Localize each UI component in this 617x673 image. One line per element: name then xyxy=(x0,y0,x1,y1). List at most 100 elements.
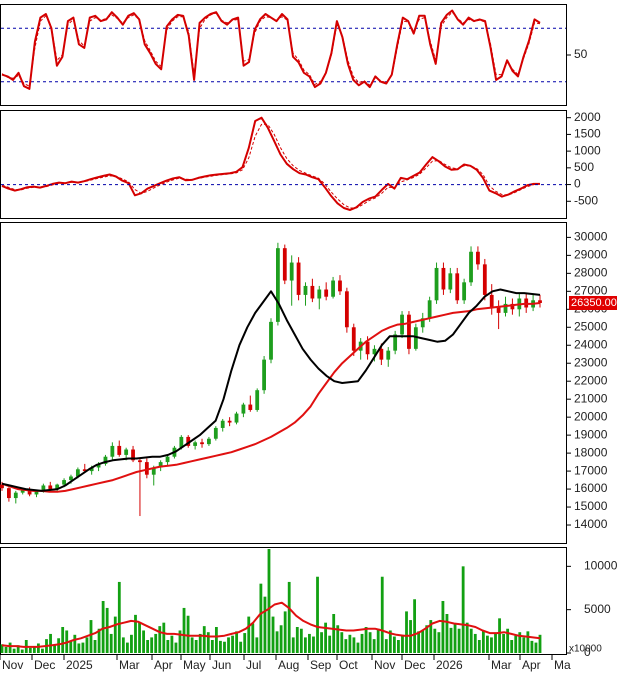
price-tick-label: 25000 xyxy=(574,319,608,333)
volume-bar xyxy=(57,638,61,653)
candle-body xyxy=(310,285,315,299)
candle-body xyxy=(331,280,335,297)
x-tick-label: Ma xyxy=(554,658,571,672)
volume-bar xyxy=(20,649,24,653)
candle-body xyxy=(158,462,163,468)
volume-bar xyxy=(4,646,8,653)
volume-bar xyxy=(538,634,542,653)
stochastic-panel-frame xyxy=(0,4,567,106)
volume-bar xyxy=(473,633,477,653)
volume-bar xyxy=(178,630,182,653)
volume-bar xyxy=(469,628,473,653)
candle-body xyxy=(482,264,487,295)
price-tick-label: 16000 xyxy=(574,481,608,495)
volume-bar xyxy=(465,622,469,653)
candle-body xyxy=(103,456,108,464)
price-tick-label: 18000 xyxy=(574,445,608,459)
volume-bar xyxy=(316,576,319,653)
price-tick-label: 20000 xyxy=(574,409,608,423)
volume-bar xyxy=(32,646,36,653)
volume-bar xyxy=(109,633,113,653)
candle-body xyxy=(538,300,542,303)
candle-body xyxy=(213,427,218,439)
price-tick-label: 29000 xyxy=(574,248,608,262)
x-tick-label: Dec xyxy=(404,658,425,672)
x-tick-label: Jun xyxy=(212,658,231,672)
volume-bar xyxy=(227,637,230,653)
volume-bar xyxy=(150,637,154,653)
volume-bar xyxy=(146,640,150,653)
volume-bar xyxy=(360,633,364,653)
volume-bar xyxy=(441,601,445,653)
volume-bar xyxy=(291,637,295,653)
candle-body xyxy=(55,484,60,490)
volume-bar xyxy=(259,583,263,653)
volume-bar xyxy=(348,634,352,653)
volume-bar xyxy=(384,639,388,653)
candle-body xyxy=(20,489,25,493)
volume-bar xyxy=(461,566,465,653)
price-tick-label: 27000 xyxy=(574,283,608,297)
candle-body xyxy=(496,307,501,313)
x-tick-label: Apr xyxy=(154,658,173,672)
volume-bar xyxy=(174,642,178,653)
last-price-tag xyxy=(569,296,617,310)
volume-bar xyxy=(105,607,109,653)
volume-ma-line xyxy=(1,601,541,648)
volume-bar xyxy=(134,614,137,653)
volume-bar xyxy=(518,632,522,653)
volume-bar xyxy=(437,632,441,653)
volume-bar xyxy=(477,640,481,653)
volume-bar xyxy=(235,631,239,653)
volume-bar xyxy=(182,607,186,653)
stochastic-series-layer xyxy=(1,9,566,90)
volume-panel-frame xyxy=(0,547,567,655)
volume-bar xyxy=(125,642,129,653)
volume-bar xyxy=(117,581,121,653)
candle-body xyxy=(207,438,211,445)
volume-bar xyxy=(219,640,222,653)
volume-bar xyxy=(194,640,198,653)
macd-tick-label: 1500 xyxy=(574,127,601,141)
volume-bar xyxy=(243,633,247,653)
volume-bar xyxy=(97,628,101,653)
volume-bar xyxy=(93,640,97,653)
volume-bar xyxy=(486,635,489,653)
candle-body xyxy=(41,485,46,491)
macd-panel-frame xyxy=(0,110,567,219)
volume-bar xyxy=(380,576,384,653)
axis-labels-layer: 502000150010005000-500300002900028000270… xyxy=(0,47,617,672)
macd-tick-label: 2000 xyxy=(574,110,601,124)
volume-bar xyxy=(392,636,396,653)
candle-body xyxy=(89,467,94,472)
candle-body xyxy=(227,420,232,423)
candle-body xyxy=(241,404,246,414)
volume-bar xyxy=(12,648,16,653)
candle-body xyxy=(434,267,439,301)
price-tick-label: 14000 xyxy=(574,517,608,531)
candle-body xyxy=(276,248,280,322)
volume-bar xyxy=(202,626,206,653)
volume-tick-label: 5000 xyxy=(584,602,611,616)
volume-bar xyxy=(303,637,307,653)
candle-body xyxy=(448,273,453,290)
candle-body xyxy=(427,300,432,319)
macd-series-layer xyxy=(1,116,566,211)
volume-bar xyxy=(295,627,299,653)
x-tick-label: Nov xyxy=(374,658,395,672)
candle-body xyxy=(117,445,122,455)
candle-body xyxy=(262,359,266,391)
candle-body xyxy=(469,251,473,283)
volume-bar xyxy=(526,631,530,653)
x-tick-label: 2026 xyxy=(436,658,463,672)
candle-body xyxy=(303,285,308,295)
volume-bar xyxy=(413,599,417,653)
volume-bar xyxy=(166,640,170,653)
volume-bar xyxy=(534,642,538,653)
candle-body xyxy=(62,480,66,485)
candle-body xyxy=(110,445,115,457)
volume-bar xyxy=(255,637,259,653)
candle-body xyxy=(386,350,391,360)
candle-body xyxy=(407,314,411,349)
